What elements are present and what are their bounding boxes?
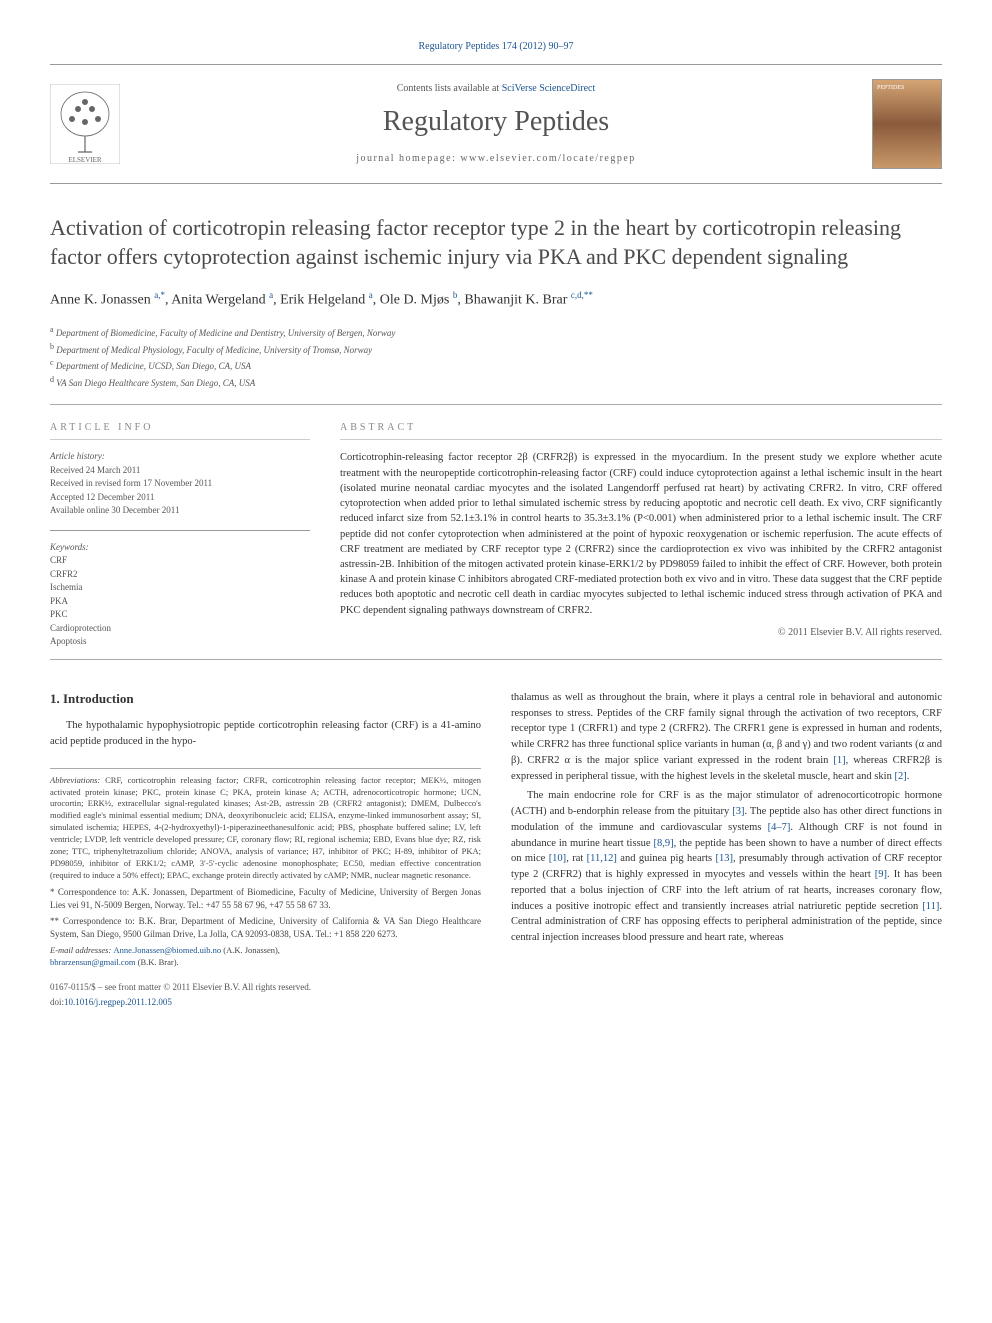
email-link[interactable]: bbrarzensun@gmail.com — [50, 957, 135, 967]
publisher-logo: ELSEVIER — [50, 84, 120, 164]
ref-link[interactable]: [3] — [732, 806, 744, 817]
divider — [50, 659, 942, 660]
abstract-label: ABSTRACT — [340, 421, 942, 440]
abbrev-text: CRF, corticotrophin releasing factor; CR… — [50, 775, 481, 880]
divider — [50, 64, 942, 65]
paragraph: The hypothalamic hypophysiotropic peptid… — [50, 718, 481, 750]
ref-link[interactable]: [11] — [922, 901, 939, 912]
history-item: Received 24 March 2011 — [50, 464, 310, 478]
article-info-column: ARTICLE INFO Article history: Received 2… — [50, 421, 310, 649]
elsevier-tree-icon: ELSEVIER — [50, 84, 120, 164]
ref-link[interactable]: [13] — [716, 853, 734, 864]
abstract-text: Corticotrophin-releasing factor receptor… — [340, 450, 942, 617]
affiliations: a Department of Biomedicine, Faculty of … — [50, 324, 942, 390]
article-title: Activation of corticotropin releasing fa… — [50, 214, 942, 271]
paragraph: The main endocrine role for CRF is as th… — [511, 788, 942, 946]
ref-link[interactable]: [1] — [833, 755, 845, 766]
history-item: Received in revised form 17 November 201… — [50, 477, 310, 491]
abstract-column: ABSTRACT Corticotrophin-releasing factor… — [340, 421, 942, 649]
keyword: CRFR2 — [50, 568, 310, 582]
keyword: PKA — [50, 595, 310, 609]
doi-link[interactable]: 10.1016/j.regpep.2011.12.005 — [64, 997, 172, 1007]
ref-link[interactable]: [9] — [875, 869, 887, 880]
keyword: Cardioprotection — [50, 622, 310, 636]
affil-sup[interactable]: d, — [577, 290, 584, 300]
affil-sup: a — [369, 290, 373, 300]
affil-sup: a — [269, 290, 273, 300]
keyword: PKC — [50, 608, 310, 622]
footnotes: Abbreviations: CRF, corticotrophin relea… — [50, 768, 481, 969]
history-item: Accepted 12 December 2011 — [50, 491, 310, 505]
email-label: E-mail addresses: — [50, 945, 113, 955]
corr-sup[interactable]: ** — [584, 290, 593, 300]
author-list: Anne K. Jonassen a,*, Anita Wergeland a,… — [50, 289, 942, 310]
article-info-label: ARTICLE INFO — [50, 421, 310, 440]
divider — [50, 404, 942, 405]
keyword: CRF — [50, 554, 310, 568]
journal-homepage: journal homepage: www.elsevier.com/locat… — [120, 152, 872, 166]
svg-text:ELSEVIER: ELSEVIER — [68, 156, 101, 164]
body-right-column: thalamus as well as throughout the brain… — [511, 690, 942, 1008]
keywords-label: Keywords: — [50, 541, 310, 555]
corr-text: ** Correspondence to: B.K. Brar, Departm… — [50, 916, 481, 939]
journal-header: ELSEVIER Contents lists available at Sci… — [50, 71, 942, 177]
affil-sup: b — [453, 290, 458, 300]
journal-name: Regulatory Peptides — [120, 102, 872, 141]
journal-citation[interactable]: Regulatory Peptides 174 (2012) 90–97 — [50, 40, 942, 54]
email-link[interactable]: Anne.Jonassen@biomed.uib.no — [113, 945, 221, 955]
paragraph: thalamus as well as throughout the brain… — [511, 690, 942, 785]
abbrev-label: Abbreviations: — [50, 775, 100, 785]
ref-link[interactable]: [8,9] — [654, 838, 674, 849]
copyright: © 2011 Elsevier B.V. All rights reserved… — [340, 626, 942, 640]
section-heading: 1. Introduction — [50, 690, 481, 708]
doi-line: doi:10.1016/j.regpep.2011.12.005 — [50, 996, 481, 1009]
keyword: Ischemia — [50, 581, 310, 595]
journal-cover-thumbnail — [872, 79, 942, 169]
ref-link[interactable]: [10] — [549, 853, 567, 864]
corr-text: * Correspondence to: A.K. Jonassen, Depa… — [50, 887, 481, 910]
corr-sup[interactable]: * — [160, 290, 165, 300]
ref-link[interactable]: [11,12] — [587, 853, 617, 864]
body-left-column: 1. Introduction The hypothalamic hypophy… — [50, 690, 481, 1008]
sciencedirect-link[interactable]: SciVerse ScienceDirect — [502, 83, 596, 94]
keyword: Apoptosis — [50, 635, 310, 649]
ref-link[interactable]: [4–7] — [768, 822, 791, 833]
contents-line: Contents lists available at SciVerse Sci… — [120, 82, 872, 96]
divider — [50, 530, 310, 531]
divider — [50, 183, 942, 184]
ref-link[interactable]: [2] — [894, 771, 906, 782]
issn-line: 0167-0115/$ – see front matter © 2011 El… — [50, 981, 481, 994]
history-item: Available online 30 December 2011 — [50, 504, 310, 518]
history-label: Article history: — [50, 450, 310, 464]
